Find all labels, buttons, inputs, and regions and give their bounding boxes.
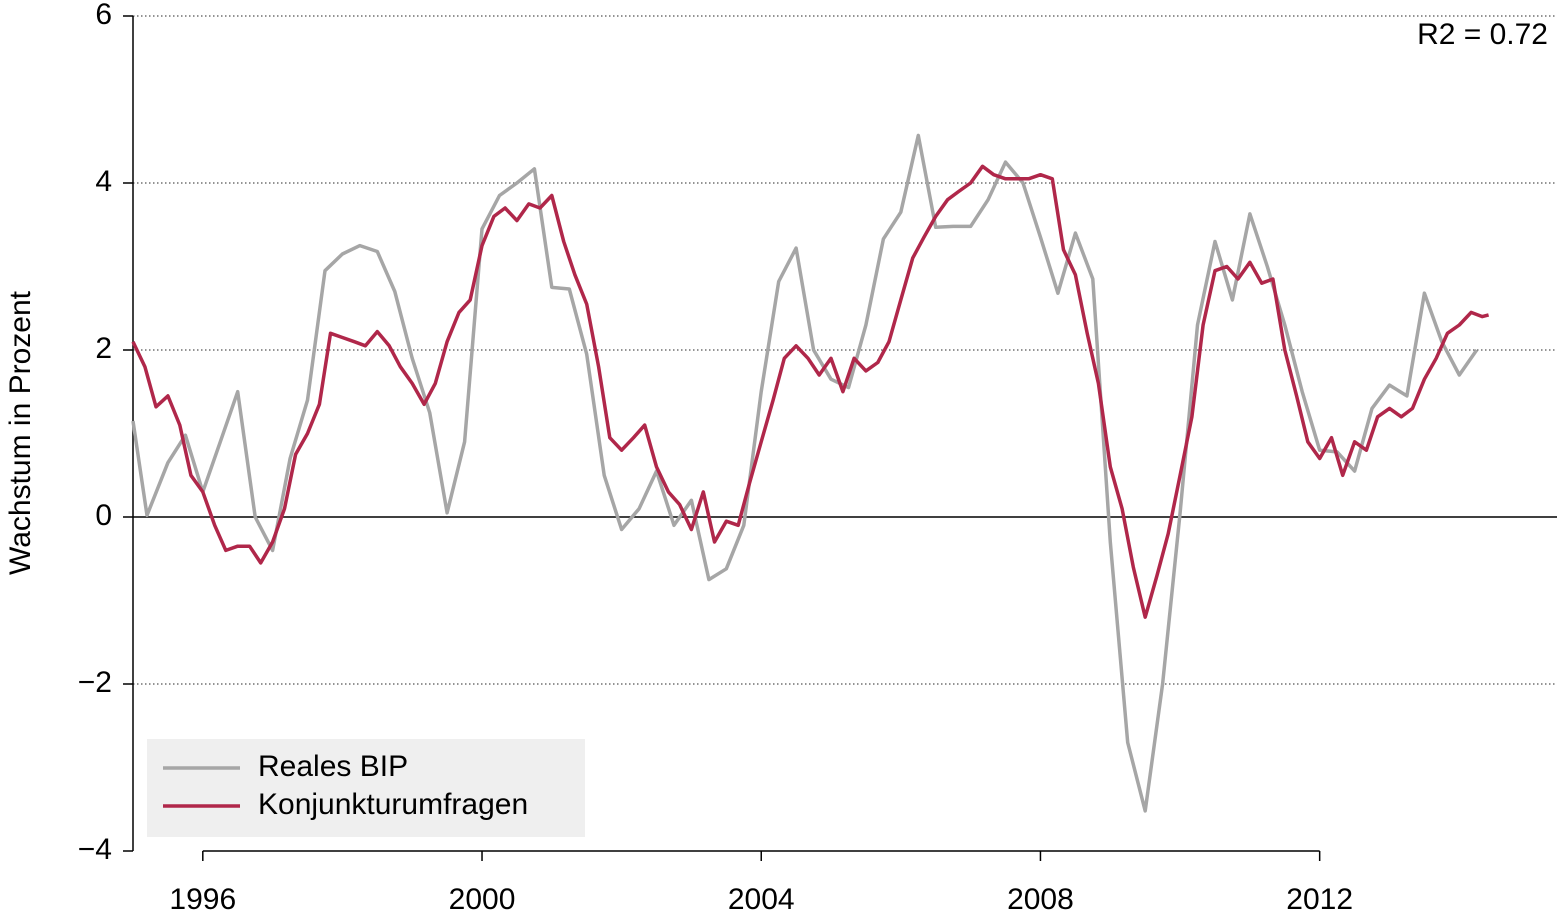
y-tick-label: 0 — [95, 499, 112, 532]
y-tick-label: −4 — [78, 833, 112, 866]
y-axis-label: Wachstum in Prozent — [4, 290, 37, 575]
series-line — [131, 164, 1490, 619]
legend-box — [147, 739, 585, 837]
y-tick-label: −2 — [78, 666, 112, 699]
x-tick-label: 1996 — [169, 883, 236, 916]
legend-label: Reales BIP — [258, 750, 408, 783]
x-tick-label: 2012 — [1286, 883, 1353, 916]
y-tick-label: 4 — [95, 165, 112, 198]
y-tick-label: 2 — [95, 332, 112, 365]
x-tick-label: 2008 — [1007, 883, 1074, 916]
x-tick-label: 2004 — [728, 883, 795, 916]
legend-label: Konjunkturumfragen — [258, 788, 528, 821]
annotation: R2 = 0.72 — [1417, 18, 1548, 51]
x-tick-label: 2000 — [449, 883, 516, 916]
series-line — [131, 133, 1479, 813]
y-tick-label: 6 — [95, 0, 112, 31]
